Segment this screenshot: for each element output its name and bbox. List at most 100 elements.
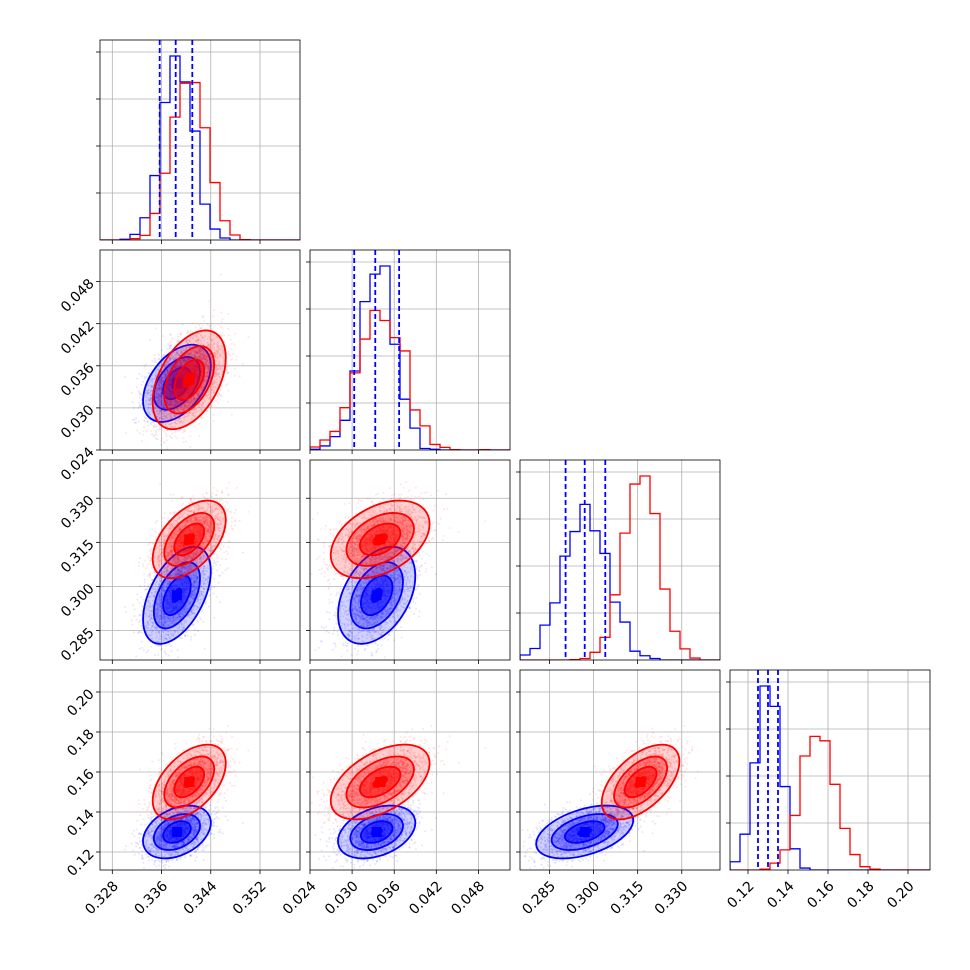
- sample-point: [180, 365, 183, 368]
- sample-point: [165, 361, 168, 364]
- sample-point: [187, 401, 190, 404]
- sample-point: [210, 404, 213, 407]
- sample-point: [166, 429, 169, 432]
- sample-point: [205, 355, 208, 357]
- sample-point: [166, 370, 169, 373]
- sample-point: [189, 402, 192, 405]
- sample-point: [157, 412, 160, 415]
- sample-point: [197, 393, 200, 396]
- sample-point: [154, 372, 157, 375]
- sample-point: [153, 357, 156, 360]
- sample-point: [194, 356, 197, 358]
- sample-point: [159, 395, 162, 398]
- sample-point: [169, 403, 172, 405]
- sample-point: [200, 357, 203, 359]
- sample-point: [177, 333, 180, 336]
- sample-point: [162, 354, 165, 357]
- sample-point: [177, 340, 180, 343]
- sample-point: [142, 380, 145, 383]
- sample-point: [212, 315, 215, 318]
- sample-point: [185, 339, 188, 342]
- sample-point: [180, 407, 183, 409]
- sample-point: [233, 344, 236, 347]
- sample-point: [189, 353, 192, 356]
- sample-point: [183, 358, 186, 361]
- sample-point: [167, 370, 170, 373]
- sample-point: [161, 437, 163, 440]
- sample-point: [194, 633, 196, 636]
- sample-point: [157, 387, 159, 390]
- sample-point: [202, 416, 205, 419]
- sample-point: [164, 410, 167, 413]
- sample-point: [232, 352, 234, 355]
- sample-point: [131, 401, 134, 404]
- sample-point: [188, 352, 191, 355]
- sample-point: [152, 377, 155, 380]
- sample-point: [151, 389, 154, 392]
- sample-point: [229, 338, 232, 341]
- sample-point: [194, 355, 197, 358]
- sample-point: [170, 346, 173, 349]
- sample-point: [211, 382, 214, 385]
- sample-point: [220, 311, 223, 314]
- sample-point: [235, 358, 237, 361]
- sample-point: [201, 336, 204, 339]
- sample-point: [160, 393, 163, 396]
- sample-point: [166, 371, 169, 373]
- sample-point: [158, 428, 161, 431]
- sample-point: [157, 399, 160, 402]
- sample-point: [155, 398, 158, 401]
- sample-point: [152, 424, 155, 427]
- sample-point: [219, 393, 222, 396]
- sample-point: [180, 419, 183, 422]
- sample-point: [228, 353, 231, 355]
- sample-point: [147, 424, 150, 427]
- sample-point: [155, 386, 158, 389]
- sample-point: [151, 378, 154, 380]
- sample-point: [215, 365, 218, 368]
- sample-point: [216, 378, 218, 381]
- sample-point: [157, 417, 160, 420]
- sample-point: [162, 406, 165, 409]
- sample-point: [158, 393, 161, 396]
- sample-point: [170, 400, 173, 403]
- sample-point: [175, 419, 178, 421]
- sample-point: [184, 440, 187, 443]
- sample-point: [212, 309, 215, 312]
- sample-point: [159, 382, 162, 384]
- sample-point: [233, 367, 236, 370]
- sample-point: [162, 422, 164, 425]
- sample-point: [182, 358, 185, 361]
- sample-point: [172, 404, 175, 407]
- sample-point: [145, 399, 148, 402]
- sample-point: [156, 390, 158, 393]
- sample-point: [141, 375, 144, 378]
- sample-point: [192, 354, 195, 357]
- sample-point: [185, 340, 188, 343]
- sample-point: [163, 441, 166, 444]
- sample-point: [163, 376, 166, 379]
- sample-point: [143, 375, 146, 378]
- sample-point: [176, 401, 179, 404]
- x-tick-label: 0.12: [724, 878, 757, 911]
- sample-point: [206, 360, 209, 363]
- sample-point: [206, 410, 209, 412]
- sample-point: [171, 404, 174, 406]
- sample-point: [155, 392, 158, 395]
- histogram-series: [310, 265, 510, 450]
- sample-point: [162, 381, 165, 384]
- sample-point: [166, 447, 169, 450]
- sample-point: [162, 353, 165, 356]
- sample-point: [165, 369, 168, 372]
- sample-point: [177, 410, 180, 413]
- sample-point: [241, 362, 244, 365]
- sample-point: [165, 375, 168, 377]
- sample-point: [168, 412, 171, 415]
- sample-point: [169, 399, 172, 402]
- sample-point: [162, 406, 165, 409]
- sample-point: [149, 338, 151, 341]
- sample-point: [154, 432, 157, 434]
- sample-point: [149, 413, 151, 416]
- sample-point: [138, 404, 141, 407]
- sample-point: [159, 385, 161, 387]
